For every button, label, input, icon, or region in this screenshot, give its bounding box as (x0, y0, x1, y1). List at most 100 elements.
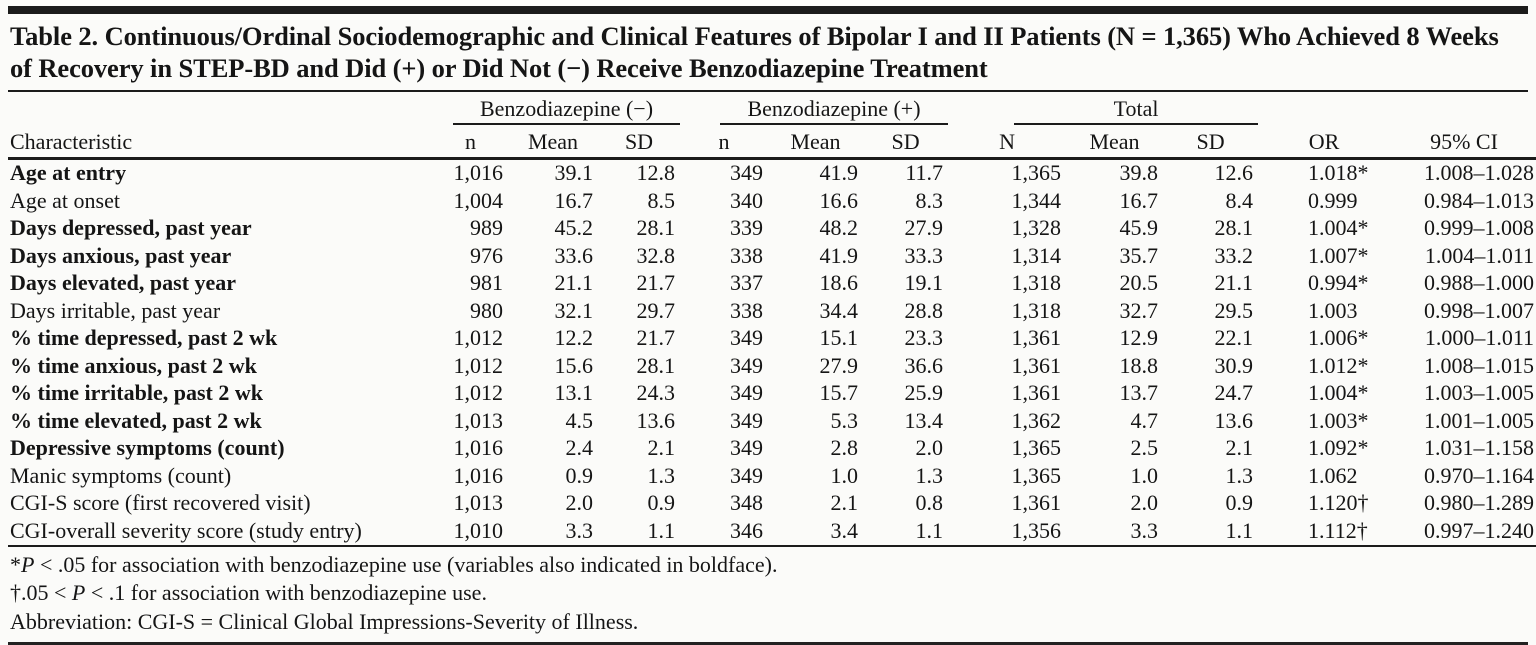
col-header-bzd-pos-sd: SD (863, 124, 949, 160)
cell-bzd-pos-n: 349 (730, 352, 764, 378)
table-title-line2: of Recovery in STEP-BD and Did (+) or Di… (10, 52, 988, 83)
table-title-line1: Table 2. Continuous/Ordinal Sociodemogra… (10, 21, 1499, 51)
cell-total-n: 1,356 (948, 517, 1067, 547)
cell-95ci: 0.970–1.164 (1424, 462, 1535, 488)
cell-or: 0.999 (1308, 187, 1358, 213)
cell-total-n: 1,314 (1011, 242, 1062, 268)
cell-bzd-neg-mean: 21.1 (554, 270, 594, 296)
cell-total-n: 1,361 (1011, 325, 1062, 351)
cell-bzd-pos-sd: 27.9 (904, 215, 944, 241)
footnotes: *P < .05 for association with benzodiaze… (8, 547, 1528, 643)
row-characteristic: % time elevated, past 2 wk (10, 407, 262, 433)
cell-total-n: 1,318 (1011, 297, 1062, 323)
cell-95ci: 0.980–1.289 (1424, 490, 1535, 516)
cell-total-n: 1,365 (1011, 160, 1062, 186)
cell-bzd-neg-mean: 0.9 (565, 462, 594, 488)
cell-total-sd: 13.6 (1214, 407, 1254, 433)
cell-or: 1.004* (1308, 215, 1369, 241)
cell-bzd-pos-mean: 15.7 (819, 380, 859, 406)
cell-total-mean: 20.5 (1119, 270, 1159, 296)
col-header-total-n: N (948, 124, 1067, 160)
cell-total-mean: 32.7 (1119, 297, 1159, 323)
cell-total-mean: 18.8 (1119, 352, 1159, 378)
cell-total-mean: 2.0 (1130, 490, 1159, 516)
table-row: Days irritable, past year 980 32.1 29.7 338 3… (8, 297, 1536, 325)
data-table: Benzodiazepine (−) Benzodiazepine (+) To… (8, 92, 1536, 547)
cell-bzd-neg-sd: 0.9 (647, 490, 676, 516)
cell-bzd-pos-sd: 28.8 (904, 297, 944, 323)
cell-total-sd: 30.9 (1214, 352, 1254, 378)
table-row: % time depressed, past 2 wk 1,012 12.2 21.7… (8, 325, 1536, 353)
empty-header-cell (1258, 92, 1390, 125)
cell-bzd-pos-mean: 5.3 (830, 407, 859, 433)
table-row: Days anxious, past year 976 33.6 32.8 338 41.… (8, 242, 1536, 270)
cell-total-sd: 2.1 (1225, 435, 1254, 461)
cell-total-sd: 28.1 (1214, 215, 1254, 241)
cell-bzd-neg-mean: 12.2 (554, 325, 594, 351)
cell-bzd-neg-sd: 29.7 (636, 297, 676, 323)
cell-total-sd: 1.1 (1163, 517, 1259, 547)
cell-bzd-neg-n: 981 (470, 270, 503, 296)
table-row: Days elevated, past year 981 21.1 21.7 337 18… (8, 270, 1536, 298)
footnote-line: *P < .05 for association with benzodiaze… (10, 551, 778, 577)
cell-total-mean: 13.7 (1119, 380, 1159, 406)
cell-total-sd: 33.2 (1214, 242, 1254, 268)
group-header-total: Total (948, 92, 1259, 125)
cell-bzd-pos-sd: 1.1 (863, 517, 949, 547)
cell-total-sd: 1.3 (1225, 462, 1254, 488)
cell-95ci: 0.984–1.013 (1424, 187, 1535, 213)
cell-bzd-neg-mean: 3.3 (508, 517, 598, 547)
col-header-bzd-pos-mean: Mean (768, 124, 864, 160)
cell-bzd-pos-mean: 2.8 (830, 435, 859, 461)
cell-total-mean: 39.8 (1119, 160, 1159, 186)
cell-95ci: 1.001–1.005 (1424, 407, 1535, 433)
cell-total-sd: 24.7 (1214, 380, 1254, 406)
cell-bzd-neg-sd: 28.1 (636, 215, 676, 241)
cell-bzd-pos-mean: 41.9 (819, 242, 859, 268)
cell-bzd-pos-n: 339 (730, 215, 764, 241)
cell-or: 1.004* (1308, 380, 1369, 406)
col-header-total-mean: Mean (1066, 124, 1164, 160)
cell-bzd-neg-n: 1,013 (453, 407, 504, 433)
col-header-95ci: 95% CI (1390, 124, 1536, 160)
footnote-line: Abbreviation: CGI-S = Clinical Global Im… (10, 608, 639, 634)
row-characteristic: Manic symptoms (count) (10, 462, 232, 488)
cell-total-mean: 35.7 (1119, 242, 1159, 268)
cell-bzd-pos-sd: 25.9 (904, 380, 944, 406)
cell-bzd-pos-mean: 41.9 (819, 160, 859, 186)
cell-or: 1.012* (1308, 352, 1369, 378)
cell-bzd-neg-mean: 39.1 (554, 160, 594, 186)
table-row: Depressive symptoms (count) 1,016 2.4 2.1 34… (8, 435, 1536, 463)
cell-total-n: 1,365 (1011, 462, 1062, 488)
cell-bzd-pos-mean: 3.4 (768, 517, 864, 547)
cell-bzd-pos-mean: 48.2 (819, 215, 859, 241)
row-characteristic: Days depressed, past year (10, 215, 252, 241)
cell-total-n: 1,362 (1011, 407, 1062, 433)
cell-total-n: 1,344 (1011, 187, 1062, 213)
cell-bzd-pos-n: 338 (730, 242, 764, 268)
row-characteristic: Age at entry (10, 160, 127, 186)
group-label-total: Total (1014, 96, 1259, 125)
cell-bzd-neg-n: 1,010 (433, 517, 508, 547)
cell-or: 1.120† (1308, 490, 1369, 516)
cell-bzd-pos-sd: 2.0 (915, 435, 944, 461)
cell-bzd-pos-mean: 16.6 (819, 187, 859, 213)
cell-total-n: 1,318 (1011, 270, 1062, 296)
cell-bzd-pos-n: 349 (730, 380, 764, 406)
footnote-line: †.05 < P < .1 for association with benzo… (10, 580, 487, 606)
cell-total-mean: 12.9 (1119, 325, 1159, 351)
cell-or: 1.018* (1308, 160, 1369, 186)
table-row: CGI-S score (first recovered visit) 1,013… (8, 490, 1536, 518)
cell-bzd-neg-sd: 21.7 (636, 325, 676, 351)
cell-bzd-pos-sd: 8.3 (915, 187, 944, 213)
row-characteristic: % time depressed, past 2 wk (10, 325, 278, 351)
cell-total-n: 1,365 (1011, 435, 1062, 461)
col-header-bzd-neg-n: n (433, 124, 508, 160)
table-row: Age at onset 1,004 16.7 8.5 340 16.6 8.3 1,344 1… (8, 187, 1536, 215)
cell-bzd-neg-sd: 1.1 (598, 517, 681, 547)
row-characteristic: Depressive symptoms (count) (10, 435, 285, 461)
cell-or: 1.062 (1308, 462, 1358, 488)
cell-bzd-neg-n: 989 (470, 215, 503, 241)
cell-bzd-neg-sd: 28.1 (636, 352, 676, 378)
cell-total-mean: 3.3 (1066, 517, 1164, 547)
